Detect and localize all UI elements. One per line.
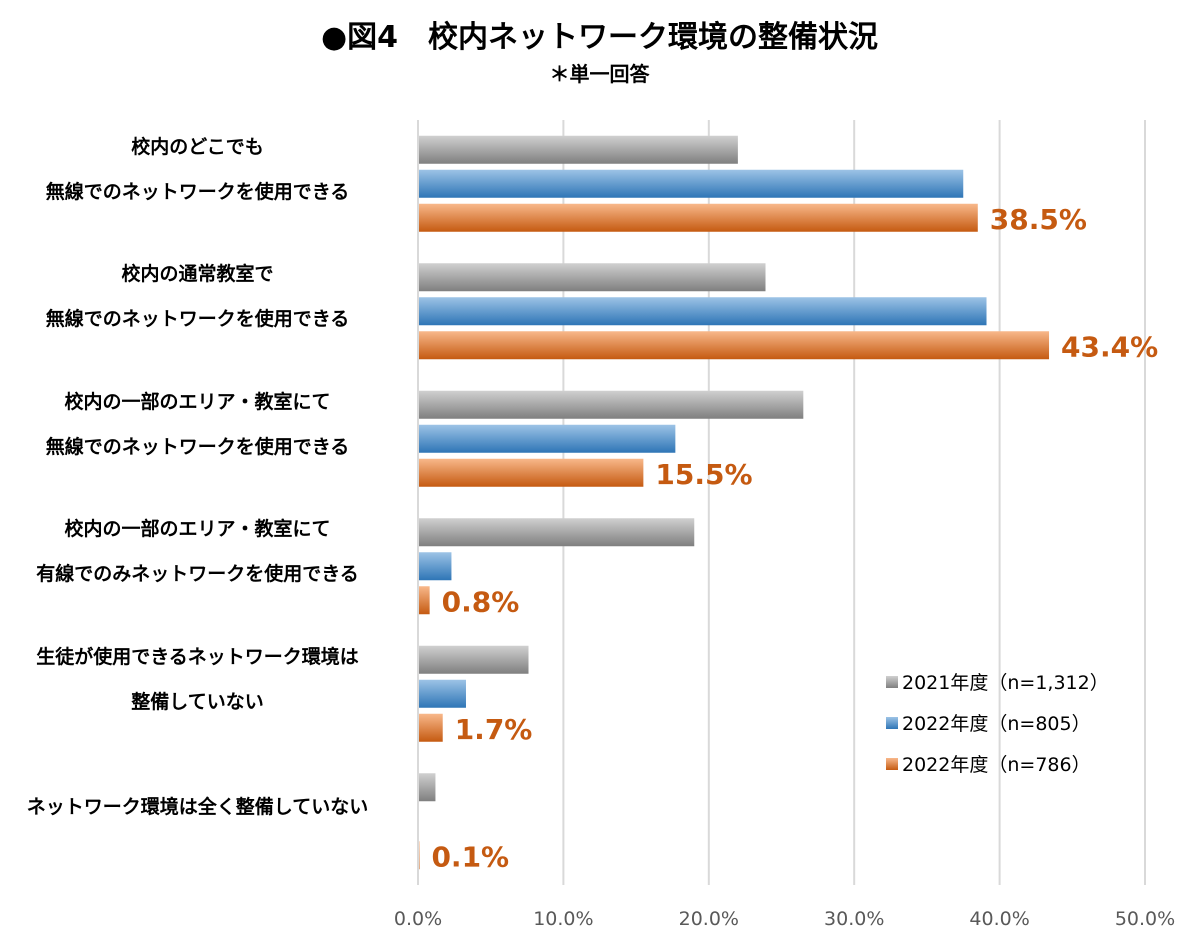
x-tick-label: 0.0% — [394, 908, 442, 930]
legend-swatch — [886, 716, 898, 729]
category-label: ネットワーク環境は全く整備していない — [0, 785, 395, 830]
x-tick-label: 20.0% — [679, 908, 739, 930]
legend-label: 2022年度（n=805） — [902, 713, 1091, 735]
category-label-line: 有線でのみネットワークを使用できる — [36, 563, 359, 586]
category-label-line: 無線でのネットワークを使用できる — [45, 180, 350, 203]
data-label: 15.5% — [655, 458, 752, 491]
category-label-line: 校内の通常教室で — [121, 263, 274, 286]
bar-series-1 — [418, 263, 766, 292]
category-label: 校内の一部のエリア・教室にて有線でのみネットワークを使用できる — [0, 507, 395, 597]
x-tick-label: 50.0% — [1115, 908, 1175, 930]
legend-swatch — [886, 757, 898, 770]
data-label: 0.8% — [442, 585, 520, 618]
data-label: 43.4% — [1061, 330, 1158, 363]
legend-label: 2021年度（n=1,312） — [902, 672, 1109, 694]
category-label-line: 整備していない — [131, 690, 264, 713]
bar-series-1 — [418, 135, 738, 164]
bar-series-2 — [418, 169, 964, 198]
category-label-line: 無線でのネットワークを使用できる — [45, 308, 350, 331]
legend-label: 2022年度（n=786） — [902, 754, 1091, 776]
bar-series-2 — [418, 679, 466, 708]
bar-series-3 — [418, 331, 1050, 360]
bar-series-3 — [418, 458, 644, 487]
bar-series-1 — [418, 773, 436, 802]
category-label-line: 校内のどこでも — [131, 135, 264, 158]
bar-series-1 — [418, 645, 529, 674]
chart-subtitle: ＊単一回答 — [549, 62, 650, 86]
chart-title: ●図4 校内ネットワーク環境の整備状況 — [320, 20, 879, 55]
legend-item: 2022年度（n=786） — [886, 750, 1091, 777]
category-label-line: 無線でのネットワークを使用できる — [45, 435, 350, 458]
category-label: 校内の一部のエリア・教室にて 無線でのネットワークを使用できる — [0, 380, 395, 470]
data-label: 1.7% — [455, 713, 533, 746]
bar-series-3 — [418, 586, 430, 615]
bar-series-2 — [418, 552, 452, 581]
x-tick-label: 40.0% — [969, 908, 1029, 930]
data-label: 38.5% — [990, 203, 1087, 236]
bar-series-3 — [418, 713, 443, 742]
bar-series-1 — [418, 518, 695, 547]
bar-series-3 — [418, 203, 978, 232]
category-label-line: 校内の一部のエリア・教室にて — [64, 390, 331, 413]
category-label-line: ネットワーク環境は全く整備していない — [26, 795, 369, 818]
legend-item: 2021年度（n=1,312） — [886, 668, 1109, 695]
bar-series-1 — [418, 390, 804, 419]
data-label: 0.1% — [431, 840, 509, 873]
bar-series-2 — [418, 297, 987, 326]
x-tick-label: 30.0% — [824, 908, 884, 930]
category-label-line: 校内の一部のエリア・教室にて — [64, 518, 331, 541]
x-tick-label: 10.0% — [533, 908, 593, 930]
category-label-line: 生徒が使用できるネットワーク環境は — [36, 645, 359, 668]
legend-item: 2022年度（n=805） — [886, 709, 1091, 736]
legend-swatch — [886, 675, 898, 688]
category-label: 生徒が使用できるネットワーク環境は 整備していない — [0, 635, 395, 725]
bar-series-2 — [418, 424, 676, 453]
category-label: 校内の通常教室で無線でのネットワークを使用できる — [0, 252, 395, 342]
category-label: 校内のどこでも無線でのネットワークを使用できる — [0, 125, 395, 215]
